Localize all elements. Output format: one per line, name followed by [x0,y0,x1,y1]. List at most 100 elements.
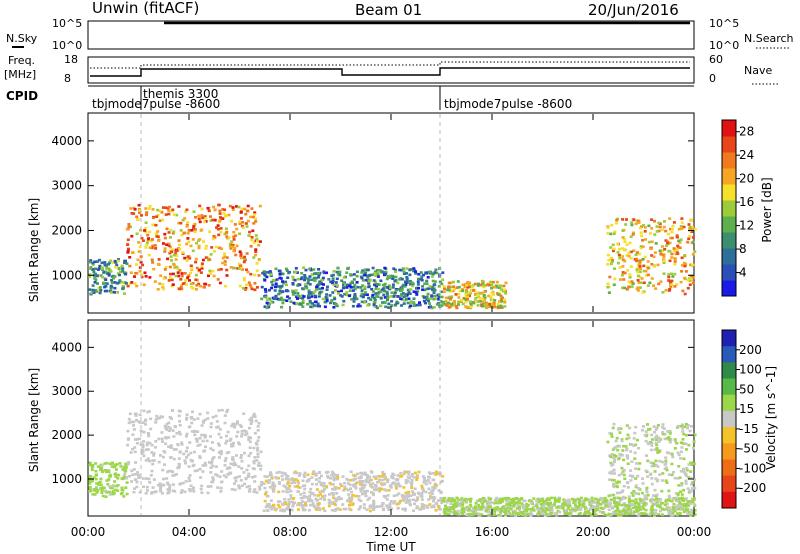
echo-cell [414,272,418,275]
echo-cell [174,258,178,261]
echo-cell [480,292,484,295]
echo-cell [255,459,259,462]
echo-cell [161,440,164,443]
echo-cell [253,211,257,214]
echo-cell [420,502,424,506]
echo-cell [416,497,420,501]
echo-cell [506,506,510,510]
echo-cell [304,504,308,507]
echo-cell [400,304,404,307]
echo-cell [126,249,130,253]
echo-cell [313,290,317,293]
echo-cell [218,475,222,478]
echo-cell [609,513,613,517]
echo-cell [673,447,677,450]
echo-cell [457,300,461,304]
power-colorbar-tick: 8 [739,242,747,256]
echo-cell [672,221,676,224]
echo-cell [293,278,297,282]
echo-cell [433,486,437,490]
echo-cell [203,220,206,224]
echo-cell [358,304,362,308]
echo-cell [235,244,239,248]
echo-cell [134,271,138,275]
echo-cell [247,438,251,441]
echo-cell [417,470,421,474]
echo-cell [130,480,134,483]
echo-cell [91,284,95,287]
xtick-label: 12:00 [374,525,409,539]
echo-cell [225,274,229,277]
echo-cell [490,286,494,290]
echo-cell [107,490,111,494]
echo-cell [157,263,161,266]
echo-cell [507,509,511,513]
echo-cell [365,508,369,511]
echo-cell [689,476,693,480]
echo-cell [357,498,361,501]
echo-cell [566,507,570,510]
echo-cell [209,219,213,222]
echo-cell [88,477,92,480]
echo-cell [648,441,652,444]
echo-cell [355,472,359,476]
echo-cell [293,478,296,481]
echo-cell [363,287,367,291]
echo-cell [227,236,231,239]
echo-cell [142,485,145,489]
echo-cell [282,484,286,488]
echo-cell [201,439,205,443]
echo-cell [157,437,161,441]
echo-cell [384,476,387,479]
echo-cell [611,463,615,466]
echo-cell [295,295,298,298]
echo-cell [467,283,471,287]
echo-cell [478,508,481,511]
xtick-label: 00:00 [677,525,712,539]
echo-cell [412,290,416,293]
echo-cell [576,506,580,509]
echo-cell [92,274,96,277]
echo-cell [114,488,118,492]
echo-cell [88,482,92,485]
echo-cell [635,507,639,510]
echo-cell [607,291,611,294]
echo-cell [108,462,112,466]
echo-cell [256,425,260,428]
echo-cell [642,281,646,285]
power-colorbar-tick: 16 [739,195,754,209]
echo-cell [188,441,192,444]
echo-cell [263,475,267,478]
echo-cell [634,253,638,257]
echo-cell [183,490,187,494]
echo-cell [632,490,636,493]
echo-cell [558,510,562,514]
echo-cell [183,217,187,220]
echo-cell [637,504,641,507]
echo-cell [138,266,142,269]
echo-cell [310,499,314,503]
echo-cell [147,237,151,240]
xtick-label: 16:00 [475,525,510,539]
echo-cell [668,288,672,291]
echo-cell [383,301,387,304]
echo-cell [91,261,95,265]
nave-line [90,61,690,69]
echo-cell [242,278,246,282]
echo-cell [342,281,345,285]
echo-cell [151,208,155,211]
echo-cell [340,279,344,282]
echo-cell [138,270,142,273]
echo-cell [688,502,692,505]
echo-cell [165,243,169,246]
velocity-colorbar-tick: 15 [739,402,754,416]
echo-cell [680,496,684,500]
echo-cell [110,281,114,285]
echo-cell [322,497,326,501]
echo-cell [156,235,160,238]
echo-cell [653,430,657,434]
echo-cell [88,273,92,276]
echo-cell [657,282,661,286]
echo-cell [128,264,132,268]
